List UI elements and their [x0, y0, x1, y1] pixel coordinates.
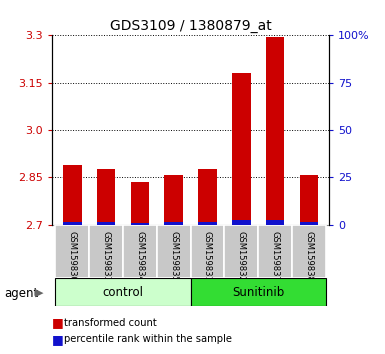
Bar — [97, 169, 116, 225]
Bar — [63, 222, 82, 225]
Bar — [191, 225, 224, 278]
Bar — [266, 37, 285, 225]
Bar — [55, 225, 89, 278]
Text: GSM159833: GSM159833 — [102, 231, 110, 282]
Bar — [131, 182, 149, 225]
Text: GSM159835: GSM159835 — [169, 231, 178, 282]
Bar — [191, 278, 326, 306]
Text: GSM159832: GSM159832 — [237, 231, 246, 282]
Bar — [198, 169, 217, 225]
Text: control: control — [102, 286, 144, 298]
Bar — [157, 225, 191, 278]
Bar — [123, 225, 157, 278]
Text: GSM159831: GSM159831 — [203, 231, 212, 282]
Text: ■: ■ — [52, 316, 64, 329]
Text: transformed count: transformed count — [64, 318, 156, 328]
Bar — [89, 225, 123, 278]
Bar — [232, 73, 251, 225]
Bar — [63, 165, 82, 225]
Title: GDS3109 / 1380879_at: GDS3109 / 1380879_at — [110, 19, 271, 33]
Text: GSM159838: GSM159838 — [305, 231, 313, 282]
Bar — [224, 225, 258, 278]
Bar — [258, 225, 292, 278]
Text: GSM159837: GSM159837 — [271, 231, 280, 282]
Text: agent: agent — [5, 287, 39, 299]
Bar — [198, 222, 217, 225]
Text: ■: ■ — [52, 333, 64, 346]
Bar — [164, 175, 183, 225]
Text: Sunitinib: Sunitinib — [232, 286, 284, 298]
Bar — [300, 222, 318, 225]
Text: GSM159834: GSM159834 — [136, 231, 144, 282]
Bar — [292, 225, 326, 278]
Text: percentile rank within the sample: percentile rank within the sample — [64, 334, 231, 344]
Bar — [55, 278, 191, 306]
Bar — [266, 220, 285, 225]
Bar — [97, 222, 116, 225]
Text: GSM159830: GSM159830 — [68, 231, 77, 282]
Bar — [131, 223, 149, 225]
Bar — [300, 175, 318, 225]
Text: ▶: ▶ — [35, 288, 44, 298]
Bar — [232, 220, 251, 225]
Bar — [164, 222, 183, 225]
